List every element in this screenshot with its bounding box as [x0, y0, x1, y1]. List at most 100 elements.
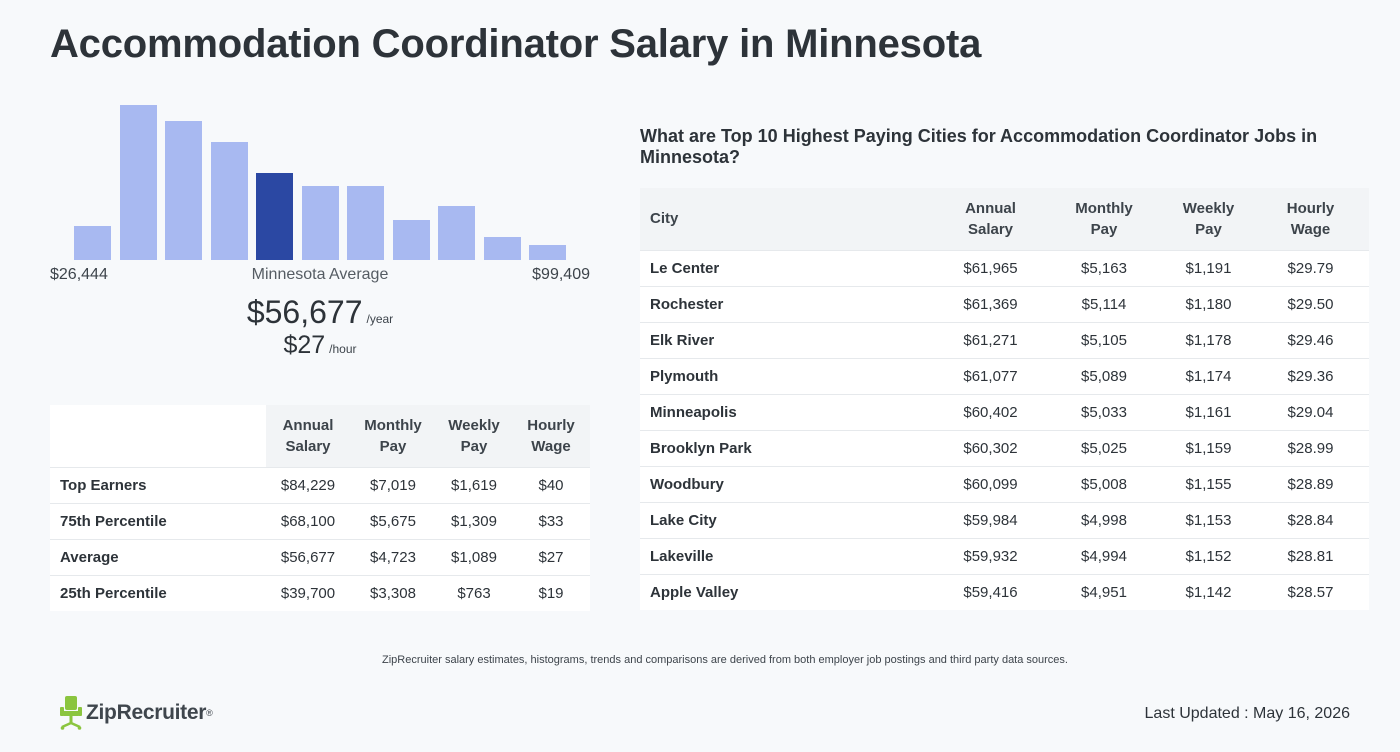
histogram-bar — [301, 186, 339, 260]
header-city: City — [640, 188, 938, 250]
city-row: Lakeville $59,932 $4,994 $1,152 $28.81 — [640, 537, 1369, 574]
hourly-wage-cell: $40 — [512, 466, 590, 503]
histogram-labels: Minnesota Average $26,444 $99,409 — [50, 266, 590, 286]
city-row: Woodbury $60,099 $5,008 $1,155 $28.89 — [640, 465, 1369, 502]
average-annual-value: $56,677 — [246, 294, 363, 330]
weekly-pay-cell: $1,309 — [436, 502, 512, 539]
monthly-pay-cell: $4,723 — [350, 538, 436, 575]
histogram-bar — [529, 245, 566, 260]
cities-section-title: What are Top 10 Highest Paying Cities fo… — [640, 126, 1318, 167]
monthly-pay-cell: $5,089 — [1043, 357, 1165, 394]
percentile-row: Top Earners $84,229 $7,019 $1,619 $40 — [50, 466, 590, 503]
histogram-bar — [165, 121, 202, 260]
percentile-table: Annual Salary Monthly Pay Weekly Pay Hourly… — [50, 405, 590, 611]
percentile-header-blank — [50, 405, 266, 467]
hourly-wage-cell: $28.84 — [1252, 501, 1369, 538]
salary-histogram — [50, 100, 590, 260]
annual-salary-cell: $61,965 — [938, 249, 1043, 286]
header-weekly-pay: Weekly Pay — [1165, 188, 1252, 250]
annual-salary-cell: $61,077 — [938, 357, 1043, 394]
city-row: Apple Valley $59,416 $4,951 $1,142 $28.57 — [640, 573, 1369, 610]
annual-salary-cell: $68,100 — [266, 502, 350, 539]
city-name: Elk River — [640, 321, 938, 358]
percentile-row: Average $56,677 $4,723 $1,089 $27 — [50, 538, 590, 575]
weekly-pay-cell: $1,089 — [436, 538, 512, 575]
row-label: Top Earners — [50, 466, 266, 503]
weekly-pay-cell: $1,161 — [1165, 393, 1252, 430]
disclaimer: ZipRecruiter salary estimates, histogram… — [382, 654, 1068, 666]
histogram-bar — [210, 142, 248, 260]
monthly-pay-cell: $5,675 — [350, 502, 436, 539]
annual-salary-cell: $61,369 — [938, 285, 1043, 322]
header-hourly-wage: Hourly Wage — [1252, 188, 1369, 250]
histogram-bar — [347, 186, 384, 260]
percentile-row: 75th Percentile $68,100 $5,675 $1,309 $33 — [50, 502, 590, 539]
city-row: Brooklyn Park $60,302 $5,025 $1,159 $28.99 — [640, 429, 1369, 466]
annual-salary-cell: $59,416 — [938, 573, 1043, 610]
city-name: Plymouth — [640, 357, 938, 394]
row-label: Average — [50, 538, 266, 575]
weekly-pay-cell: $1,178 — [1165, 321, 1252, 358]
histogram-bar — [74, 226, 111, 260]
city-name: Lake City — [640, 501, 938, 538]
weekly-pay-cell: $1,155 — [1165, 465, 1252, 502]
annual-salary-cell: $59,932 — [938, 537, 1043, 574]
monthly-pay-cell: $3,308 — [350, 574, 436, 611]
logo-text: ZipRecruiter — [86, 701, 207, 724]
header-weekly-pay: Weekly Pay — [436, 405, 512, 467]
annual-salary-cell: $56,677 — [266, 538, 350, 575]
city-name: Rochester — [640, 285, 938, 322]
hourly-wage-cell: $28.57 — [1252, 573, 1369, 610]
monthly-pay-cell: $5,025 — [1043, 429, 1165, 466]
monthly-pay-cell: $5,008 — [1043, 465, 1165, 502]
histogram-bar — [438, 206, 475, 260]
last-updated: Last Updated : May 16, 2026 — [1144, 705, 1350, 722]
annual-salary-cell: $59,984 — [938, 501, 1043, 538]
cities-header-row: City Annual Salary Monthly Pay Weekly Pay H… — [640, 188, 1369, 250]
ziprecruiter-logo[interactable]: ZipRecruiter ® — [60, 696, 213, 730]
chair-icon — [60, 696, 82, 730]
monthly-pay-cell: $4,998 — [1043, 501, 1165, 538]
city-row: Lake City $59,984 $4,998 $1,153 $28.84 — [640, 501, 1369, 538]
hourly-wage-cell: $29.50 — [1252, 285, 1369, 322]
row-label: 25th Percentile — [50, 574, 266, 611]
hourly-wage-cell: $28.89 — [1252, 465, 1369, 502]
hourly-wage-cell: $29.79 — [1252, 249, 1369, 286]
logo-trademark: ® — [206, 708, 213, 718]
page-title: Accommodation Coordinator Salary in Minn… — [50, 22, 982, 66]
monthly-pay-cell: $7,019 — [350, 466, 436, 503]
header-annual-salary: Annual Salary — [266, 405, 350, 467]
annual-salary-cell: $61,271 — [938, 321, 1043, 358]
histogram-average-label: Minnesota Average — [251, 266, 389, 283]
average-hourly-value: $27 — [283, 331, 326, 359]
city-name: Lakeville — [640, 537, 938, 574]
hourly-wage-cell: $29.36 — [1252, 357, 1369, 394]
city-name: Minneapolis — [640, 393, 938, 430]
weekly-pay-cell: $763 — [436, 574, 512, 611]
histogram-bar — [392, 220, 430, 260]
weekly-pay-cell: $1,159 — [1165, 429, 1252, 466]
hourly-wage-cell: $33 — [512, 502, 590, 539]
histogram-bar — [119, 105, 157, 260]
average-hourly-unit: /hour — [329, 342, 357, 356]
header-annual-salary: Annual Salary — [938, 188, 1043, 250]
hourly-wage-cell: $29.46 — [1252, 321, 1369, 358]
monthly-pay-cell: $5,114 — [1043, 285, 1165, 322]
city-row: Minneapolis $60,402 $5,033 $1,161 $29.04 — [640, 393, 1369, 430]
top-cities-table: City Annual Salary Monthly Pay Weekly Pay H… — [640, 188, 1369, 610]
monthly-pay-cell: $4,994 — [1043, 537, 1165, 574]
hourly-wage-cell: $19 — [512, 574, 590, 611]
percentile-header-row: Annual Salary Monthly Pay Weekly Pay Hourly… — [50, 405, 590, 467]
header-monthly-pay: Monthly Pay — [350, 405, 436, 467]
weekly-pay-cell: $1,152 — [1165, 537, 1252, 574]
hourly-wage-cell: $27 — [512, 538, 590, 575]
weekly-pay-cell: $1,180 — [1165, 285, 1252, 322]
weekly-pay-cell: $1,191 — [1165, 249, 1252, 286]
weekly-pay-cell: $1,153 — [1165, 501, 1252, 538]
header-hourly-wage: Hourly Wage — [512, 405, 590, 467]
monthly-pay-cell: $5,033 — [1043, 393, 1165, 430]
city-name: Brooklyn Park — [640, 429, 938, 466]
city-name: Le Center — [640, 249, 938, 286]
hourly-wage-cell: $29.04 — [1252, 393, 1369, 430]
city-row: Rochester $61,369 $5,114 $1,180 $29.50 — [640, 285, 1369, 322]
